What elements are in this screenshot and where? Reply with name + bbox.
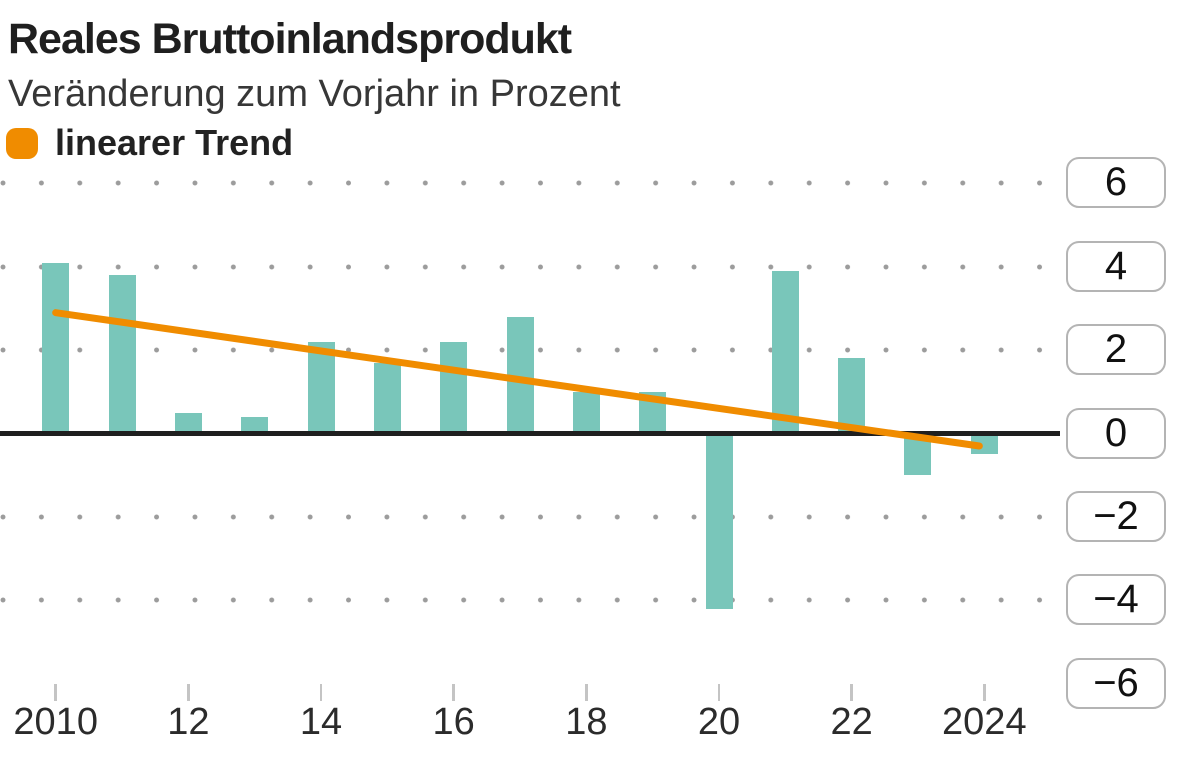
bar-2010 [42,262,70,434]
bar-2024 [970,433,998,455]
gridline--2 [0,513,1058,520]
x-tick-2014 [319,684,323,701]
x-axis-label-2012: 12 [167,701,210,743]
x-tick-2024 [983,684,986,701]
y-axis-label-6: 6 [1066,157,1166,209]
y-axis-label--2: −2 [1066,490,1166,542]
chart-title: Reales Bruttoinlandsprodukt [8,15,572,63]
bar-2011 [108,275,136,434]
x-tick-2016 [452,684,455,701]
x-axis-label-2018: 18 [565,701,608,743]
x-tick-2010 [54,684,57,701]
x-tick-2022 [850,684,853,701]
bar-2016 [440,341,468,434]
x-axis-label-2022: 22 [830,701,873,743]
y-axis-label--6: −6 [1066,657,1166,709]
bar-2017 [506,316,534,434]
gridline-4 [0,263,1058,270]
gridline--4 [0,597,1058,604]
chart-subtitle: Veränderung zum Vorjahr in Prozent [8,73,621,115]
x-axis-label-2024: 2024 [942,701,1027,743]
y-axis-label-2: 2 [1066,324,1166,376]
bar-2014 [307,341,335,434]
x-axis-label-2016: 16 [432,701,475,743]
bar-2020 [705,433,733,609]
x-axis-label-2014: 14 [299,701,343,743]
x-tick-2018 [585,684,588,701]
y-axis-label--4: −4 [1066,574,1166,626]
trend-legend: linearer Trend [6,124,293,162]
bar-2022 [838,358,866,434]
bar-2023 [904,433,932,476]
x-axis-zero-line [0,431,1060,436]
bar-2019 [639,391,667,434]
x-tick-2012 [187,684,190,701]
bar-2021 [771,270,799,434]
y-axis-label-4: 4 [1066,240,1166,292]
bar-2015 [373,362,401,434]
y-axis-label-0: 0 [1066,407,1166,459]
x-axis-label-2010: 2010 [13,701,98,743]
x-tick-2020 [717,684,721,701]
bar-2018 [572,391,600,434]
x-axis-label-2020: 20 [697,701,741,743]
trend-legend-swatch-icon [6,127,38,159]
trend-legend-label: linearer Trend [55,122,294,163]
gridline-6 [0,180,1058,187]
